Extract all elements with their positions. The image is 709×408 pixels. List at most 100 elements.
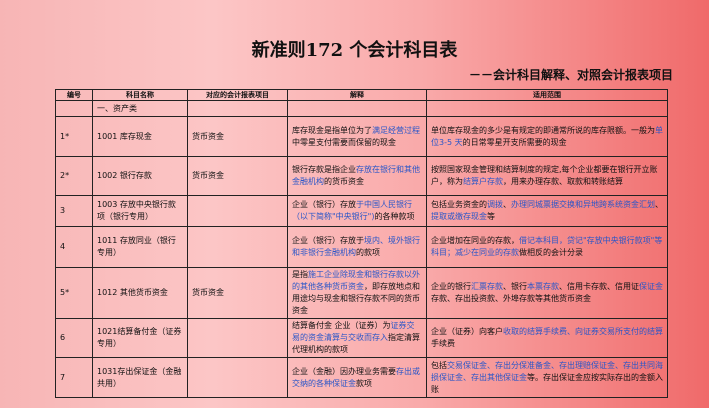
explanation-cell: 库存现金是指单位为了满足经营过程中零星支付需要而保留的现金 bbox=[287, 116, 427, 157]
text-segment: 的日常零星开支所需要的现金 bbox=[462, 137, 567, 147]
table-header-row: 编号 科目名称 对应的会计报表项目 解释 适用范围 bbox=[55, 89, 668, 101]
text-segment: 包括 bbox=[431, 360, 447, 370]
link-text[interactable]: 办理同城票据交换和异地跨系统资金汇划 bbox=[511, 200, 655, 209]
link-text[interactable]: 存放在银行和其他金融机构 bbox=[292, 165, 420, 186]
table-row: 6 1021结算备付金（证券专用） 结算备付金 企业（证券）为证券交易的资金清算与交… bbox=[55, 318, 668, 358]
text-segment: 银行存款是指企业 bbox=[292, 165, 356, 174]
text-segment: 企业（证券）向客户 bbox=[431, 327, 503, 336]
explanation-cell: 企业（银行）存放于境内、境外银行和非银行金融机构的款项 bbox=[287, 226, 427, 268]
category-row: 一、资产类 bbox=[55, 100, 668, 117]
text-segment: 单位库存现金的多少是有规定的即通常所说的库存限额。一般为 bbox=[431, 125, 655, 135]
explanation-cell: 企业（银行）存放于中国人民银行（以下简称"中央银行")的各种款项 bbox=[287, 195, 427, 227]
link-text[interactable]: 存出或交纳的各种保证金 bbox=[292, 366, 420, 388]
account-name: 1001 库存现金 bbox=[92, 116, 188, 157]
report-item bbox=[187, 357, 288, 398]
link-text[interactable]: 提取或缴存现金 bbox=[431, 212, 487, 221]
text-segment: 结算备付金 企业（证券）为 bbox=[292, 321, 391, 330]
link-text[interactable]: 保证金 bbox=[639, 282, 663, 291]
link-text[interactable]: 借记本科目，贷记"存放中央银行款项"等科目；减少在同业的存款 bbox=[431, 236, 663, 257]
account-name: 1031存出保证金（金融共用） bbox=[92, 357, 188, 398]
table-row: 1* 1001 库存现金 货币资金 库存现金是指单位为了满足经营过程中零星支付需要而保… bbox=[55, 116, 668, 157]
text-segment: ，用来办理存款、取款和转账结算 bbox=[503, 177, 623, 186]
header-account-name: 科目名称 bbox=[92, 89, 188, 101]
row-number: 1* bbox=[55, 116, 93, 157]
header-scope: 适用范围 bbox=[426, 89, 668, 101]
text-segment: 企业（银行）存放 bbox=[292, 200, 356, 209]
report-item: 货币资金 bbox=[187, 267, 288, 319]
link-text[interactable]: 境内、境外银行和非银行金融机构 bbox=[292, 236, 420, 257]
category-label: 一、资产类 bbox=[92, 100, 188, 117]
explanation-cell: 企业（金融）因办理业务需要存出或交纳的各种保证金款项 bbox=[287, 357, 427, 398]
header-explanation: 解释 bbox=[287, 89, 427, 101]
text-segment: 企业增加在同业的存款， bbox=[431, 236, 519, 245]
link-text[interactable]: 交易保证金、存出分保准备金、存出理赔保证金、存出共同海损保证金、存出其他保证金 bbox=[431, 360, 663, 382]
text-segment: 企业的银行 bbox=[431, 282, 471, 291]
text-segment: 、 bbox=[655, 200, 663, 209]
text-segment: 包括业务资金的 bbox=[431, 200, 487, 209]
text-segment: 的货币资金 bbox=[324, 177, 364, 186]
document-title: 新准则172 个会计科目表 bbox=[251, 40, 458, 61]
link-text[interactable]: 调拨 bbox=[487, 200, 503, 209]
text-segment: 中零星支付需要而保留的现金 bbox=[292, 137, 396, 147]
table-row: 2* 1002 银行存款 货币资金 银行存款是指企业存放在银行和其他金融机构的货币资金… bbox=[55, 156, 668, 196]
text-segment: 企业（银行）存放于 bbox=[292, 236, 364, 245]
row-number: 6 bbox=[55, 318, 93, 358]
explanation-cell: 是指施工企业除现金和银行存款以外的其他各种货币资金，即存放地点和用途均与现金和银… bbox=[287, 267, 427, 319]
account-name: 1012 其他货币资金 bbox=[92, 267, 188, 319]
text-segment: 做相反的会计分录 bbox=[519, 248, 583, 257]
report-item bbox=[187, 226, 288, 268]
scope-cell: 企业增加在同业的存款，借记本科目，贷记"存放中央银行款项"等科目；减少在同业的存… bbox=[426, 226, 668, 268]
text-segment: 按照国家现金管理和结算制度的规定,每个企业都要在银行开立账户，称为 bbox=[431, 165, 658, 186]
text-segment: 、银行 bbox=[503, 282, 527, 291]
scope-cell: 单位库存现金的多少是有规定的即通常所说的库存限额。一般为单位3-5 天的日常零星… bbox=[426, 116, 668, 157]
account-name: 1003 存放中央银行款项（银行专用） bbox=[92, 195, 188, 227]
document-subtitle: －－会计科目解释、对照会计报表项目 bbox=[468, 68, 673, 82]
link-text[interactable]: 汇票存款 bbox=[471, 282, 503, 291]
report-item: 货币资金 bbox=[187, 156, 288, 196]
text-segment: 、 bbox=[503, 200, 511, 209]
link-text[interactable]: 施工企业除现金和银行存款以外的其他各种货币资金 bbox=[292, 270, 420, 291]
account-table: 编号 科目名称 对应的会计报表项目 解释 适用范围 一、资产类 1* 1001 库… bbox=[55, 89, 668, 398]
table-row: 7 1031存出保证金（金融共用） 企业（金融）因办理业务需要存出或交纳的各种保证金… bbox=[55, 357, 668, 398]
link-text[interactable]: 证券交易的资金清算与交收而存入 bbox=[292, 321, 415, 342]
text-segment: ，即存放地点和用途均与现金和银行存款不同的货币资金 bbox=[292, 282, 420, 315]
link-text[interactable]: 收取的结算手续费、向证券交易所支付的结算 bbox=[503, 327, 663, 336]
row-number: 4 bbox=[55, 226, 93, 268]
row-number: 5* bbox=[55, 267, 93, 319]
text-segment: 、信用卡存款、信用证 bbox=[559, 282, 639, 291]
link-text[interactable]: 本票存款 bbox=[527, 282, 559, 291]
table-row: 5* 1012 其他货币资金 货币资金 是指施工企业除现金和银行存款以外的其他各种货币… bbox=[55, 267, 668, 319]
table-row: 3 1003 存放中央银行款项（银行专用） 企业（银行）存放于中国人民银行（以下简称… bbox=[55, 195, 668, 227]
report-item bbox=[187, 195, 288, 227]
link-text[interactable]: 满足经营过程 bbox=[372, 125, 420, 135]
text-segment: 等 bbox=[487, 212, 495, 221]
scope-cell: 按照国家现金管理和结算制度的规定,每个企业都要在银行开立账户，称为结算户存款，用… bbox=[426, 156, 668, 196]
text-segment: 库存现金是指单位为了 bbox=[292, 125, 372, 135]
report-item bbox=[187, 318, 288, 358]
text-segment: 款项 bbox=[356, 378, 372, 388]
link-text[interactable]: 单位3-5 天 bbox=[431, 125, 663, 147]
scope-cell: 包括业务资金的调拨、办理同城票据交换和异地跨系统资金汇划、提取或缴存现金等 bbox=[426, 195, 668, 227]
report-item: 货币资金 bbox=[187, 116, 288, 157]
text-segment: 的各种款项 bbox=[374, 212, 415, 221]
row-number: 7 bbox=[55, 357, 93, 398]
scope-cell: 包括交易保证金、存出分保准备金、存出理赔保证金、存出共同海损保证金、存出其他保证… bbox=[426, 357, 668, 398]
link-text[interactable]: 结算户存款 bbox=[463, 177, 503, 186]
explanation-cell: 银行存款是指企业存放在银行和其他金融机构的货币资金 bbox=[287, 156, 427, 196]
scope-cell: 企业（证券）向客户收取的结算手续费、向证券交易所支付的结算手续费 bbox=[426, 318, 668, 358]
scope-cell: 企业的银行汇票存款、银行本票存款、信用卡存款、信用证保证金存款、存出投资款、外埠… bbox=[426, 267, 668, 319]
account-name: 1011 存放同业（银行专用） bbox=[92, 226, 188, 268]
text-segment: 企业（金融）因办理业务需要 bbox=[292, 366, 396, 376]
text-segment: 存款、存出投资款、外埠存款等其他货币资金 bbox=[431, 294, 591, 303]
link-text[interactable]: 于中国人民银行（以下简称"中央银行") bbox=[292, 200, 412, 221]
row-number: 2* bbox=[55, 156, 93, 196]
account-name: 1021结算备付金（证券专用） bbox=[92, 318, 188, 358]
row-number: 3 bbox=[55, 195, 93, 227]
text-segment: 手续费 bbox=[431, 339, 455, 348]
explanation-cell: 结算备付金 企业（证券）为证券交易的资金清算与交收而存入指定清算代理机构的款项 bbox=[287, 318, 427, 358]
text-segment: 的款项 bbox=[356, 248, 380, 257]
text-segment: 等。存出保证金应按实际存出的金额入账 bbox=[431, 372, 663, 394]
account-name: 1002 银行存款 bbox=[92, 156, 188, 196]
header-number: 编号 bbox=[55, 89, 93, 101]
text-segment: 是指 bbox=[292, 270, 308, 279]
